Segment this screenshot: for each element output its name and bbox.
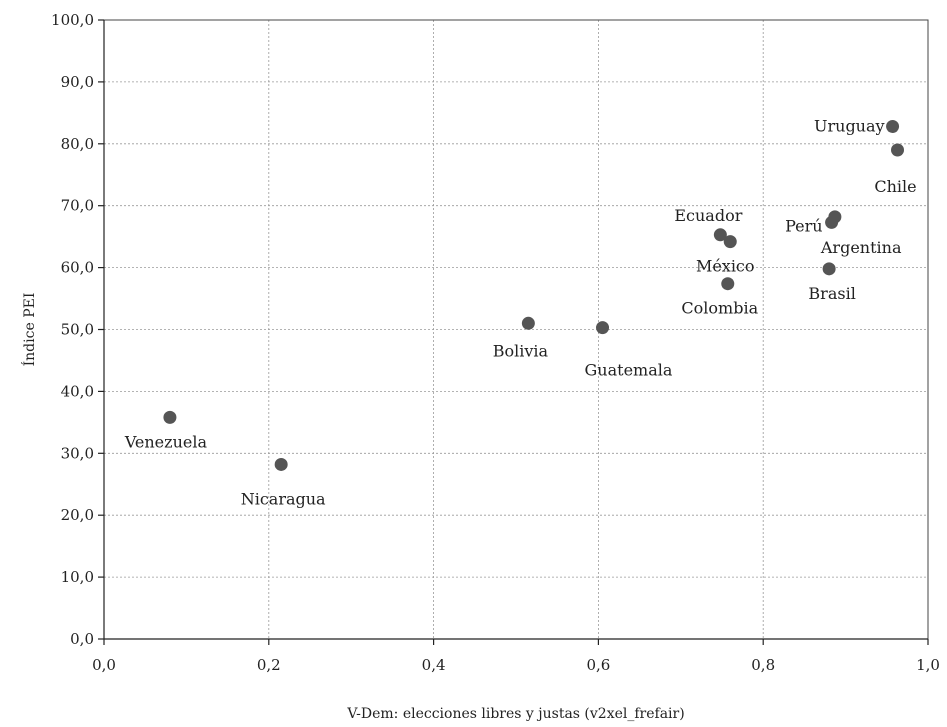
point-chile [891, 143, 905, 157]
y-tick-label: 10,0 [61, 568, 94, 586]
label-uruguay: Uruguay [814, 116, 885, 135]
point-guatemala [596, 321, 610, 335]
axes [98, 19, 929, 645]
y-tick-label: 40,0 [61, 382, 94, 400]
point-nicaragua [274, 457, 288, 471]
label-nicaragua: Nicaragua [241, 489, 326, 508]
tick-labels: 0,0 0,2 0,4 0,6 0,8 1,0 0,0 10,0 20,0 30,0 40,0 50,… [51, 11, 940, 674]
label-bolivia: Bolivia [493, 341, 549, 360]
point-venezuela [163, 410, 177, 424]
label-venezuela: Venezuela [124, 432, 208, 451]
point-argentina [828, 210, 842, 224]
y-tick-label: 20,0 [61, 506, 94, 524]
y-axis-title: Índice PEI [20, 293, 38, 367]
data-points [163, 119, 905, 471]
y-tick-label: 0,0 [70, 630, 94, 648]
x-axis-title: V-Dem: elecciones libres y justas (v2xel… [346, 706, 684, 722]
point-ecuador [713, 228, 727, 242]
point-mexico [723, 235, 737, 249]
label-chile: Chile [874, 177, 916, 196]
point-labels: Venezuela Nicaragua Bolivia Guatemala Ecuado… [124, 116, 917, 508]
point-uruguay [886, 119, 900, 133]
y-tick-label: 90,0 [61, 73, 94, 91]
point-colombia [721, 277, 735, 291]
label-argentina: Argentina [820, 238, 902, 257]
label-ecuador: Ecuador [674, 206, 742, 225]
label-colombia: Colombia [681, 299, 758, 318]
y-tick-label: 60,0 [61, 259, 94, 277]
point-bolivia [521, 316, 535, 330]
x-tick-label: 0,2 [257, 656, 281, 674]
x-tick-label: 0,0 [92, 656, 116, 674]
label-peru: Perú [785, 216, 822, 235]
label-brasil: Brasil [808, 284, 855, 303]
grid-lines [104, 20, 928, 639]
y-tick-label: 70,0 [61, 197, 94, 215]
y-tick-label: 80,0 [61, 135, 94, 153]
x-tick-label: 0,6 [586, 656, 610, 674]
point-brasil [822, 262, 836, 276]
y-tick-label: 50,0 [61, 321, 94, 339]
x-tick-label: 0,8 [751, 656, 775, 674]
label-guatemala: Guatemala [585, 361, 673, 380]
x-tick-label: 0,4 [422, 656, 446, 674]
label-mexico: México [696, 257, 755, 276]
y-tick-label: 30,0 [61, 444, 94, 462]
y-tick-label: 100,0 [51, 11, 94, 29]
x-tick-label: 1,0 [916, 656, 940, 674]
